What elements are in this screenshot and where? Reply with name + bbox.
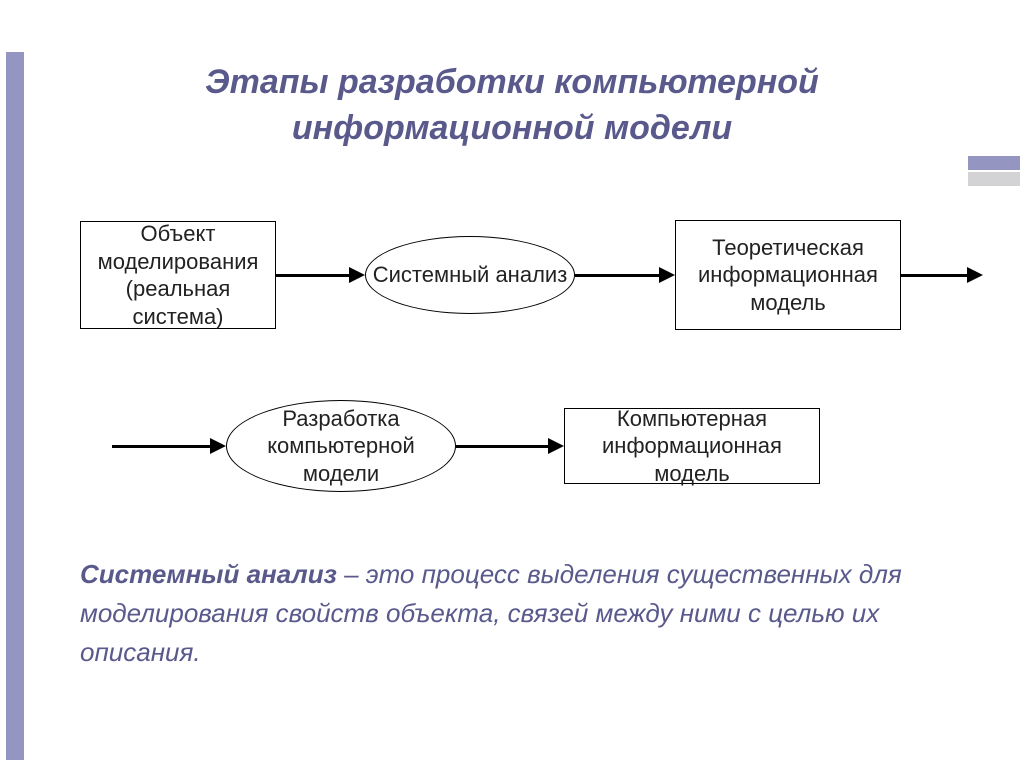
node-develop-computer-model: Разработка компьютерной модели [226, 400, 456, 492]
node-label: Системный анализ [373, 261, 568, 289]
node-label: Разработка компьютерной модели [231, 405, 451, 488]
node-label: Объект моделирования (реальная система) [85, 220, 271, 330]
node-label: Компьютерная информационная модель [569, 405, 815, 488]
node-object-modeling: Объект моделирования (реальная система) [80, 221, 276, 329]
node-computer-info-model: Компьютерная информационная модель [564, 408, 820, 484]
node-label: Теоретическая информационная модель [680, 234, 896, 317]
node-system-analysis: Системный анализ [365, 236, 575, 314]
corner-accent-dark [968, 156, 1020, 170]
corner-accent-light [968, 172, 1020, 186]
sidebar-accent [6, 52, 24, 760]
definition-paragraph: Системный анализ – это процесс выделения… [80, 555, 964, 672]
definition-term: Системный анализ [80, 559, 337, 589]
node-theoretical-model: Теоретическая информационная модель [675, 220, 901, 330]
page-title: Этапы разработки компьютерной информацио… [100, 60, 924, 152]
